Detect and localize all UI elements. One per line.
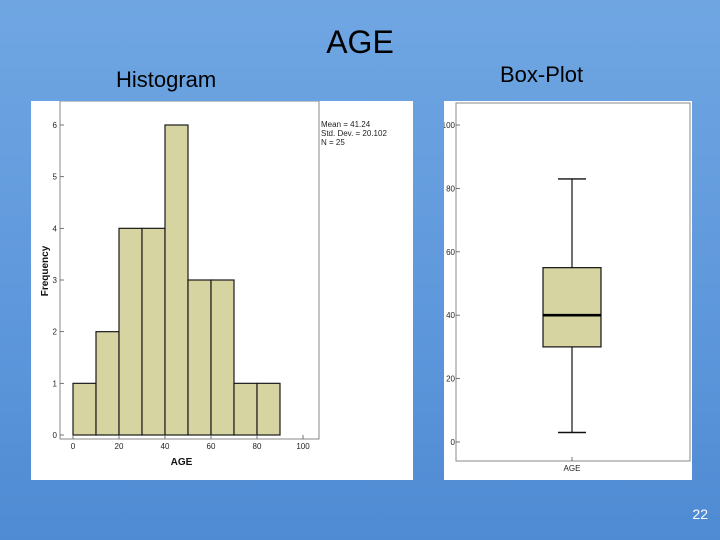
histogram-stat-0: Mean = 41.24 xyxy=(321,120,371,129)
histogram-bar-5 xyxy=(187,279,212,436)
histogram-x-tick-label-1: 20 xyxy=(115,442,124,451)
boxplot-y-tick-label-4: 80 xyxy=(446,184,455,193)
boxplot-panel: 0 20 40 60 80 100 AGE xyxy=(444,101,692,480)
histogram-bar-8 xyxy=(256,382,281,436)
boxplot-y-tick-label-3: 60 xyxy=(446,248,455,257)
histogram-y-tick-label-3: 3 xyxy=(53,276,58,285)
histogram-x-tick-label-0: 0 xyxy=(71,442,76,451)
histogram-bar-6 xyxy=(210,279,235,436)
histogram-x-axis-title: AGE xyxy=(171,457,193,468)
boxplot-chart: 0 20 40 60 80 100 AGE xyxy=(444,102,691,473)
slide-title: AGE xyxy=(326,24,394,60)
boxplot-category-label: AGE xyxy=(564,464,581,473)
histogram-y-tick-label-2: 2 xyxy=(53,328,58,337)
histogram-panel: 0 1 2 3 4 5 6 0 20 40 60 80 100 AGE Frequency Mean = 41… xyxy=(31,101,413,480)
boxplot-y-tick-label-0: 0 xyxy=(451,438,456,447)
histogram-y-tick-label-4: 4 xyxy=(53,224,58,233)
histogram-stat-2: N = 25 xyxy=(321,138,345,147)
histogram-x-tick-label-2: 40 xyxy=(161,442,170,451)
histogram-bar-0 xyxy=(72,382,97,436)
histogram-x-tick-label-4: 80 xyxy=(253,442,262,451)
histogram-x-tick-label-5: 100 xyxy=(296,442,310,451)
histogram-y-tick-label-6: 6 xyxy=(53,121,58,130)
histogram-title: Histogram xyxy=(116,67,217,92)
boxplot-y-tick-label-2: 40 xyxy=(446,311,455,320)
histogram-y-tick-label-0: 0 xyxy=(53,431,58,440)
page-number: 22 xyxy=(692,506,708,522)
boxplot-y-tick-label-5: 100 xyxy=(444,121,456,130)
histogram-bar-3 xyxy=(141,227,166,436)
histogram-y-tick-label-5: 5 xyxy=(53,173,58,182)
histogram-bar-4 xyxy=(164,124,189,436)
boxplot-box xyxy=(542,267,602,348)
histogram-x-tick-label-3: 60 xyxy=(207,442,216,451)
histogram-bar-1 xyxy=(95,331,120,436)
boxplot-title: Box-Plot xyxy=(500,62,584,87)
histogram-y-axis-title: Frequency xyxy=(40,245,51,296)
histogram-y-tick-label-1: 1 xyxy=(53,379,58,388)
histogram-bar-2 xyxy=(118,227,143,436)
boxplot-y-tick-label-1: 20 xyxy=(446,375,455,384)
histogram-stat-1: Std. Dev. = 20.102 xyxy=(321,129,387,138)
histogram-bar-7 xyxy=(233,382,258,436)
